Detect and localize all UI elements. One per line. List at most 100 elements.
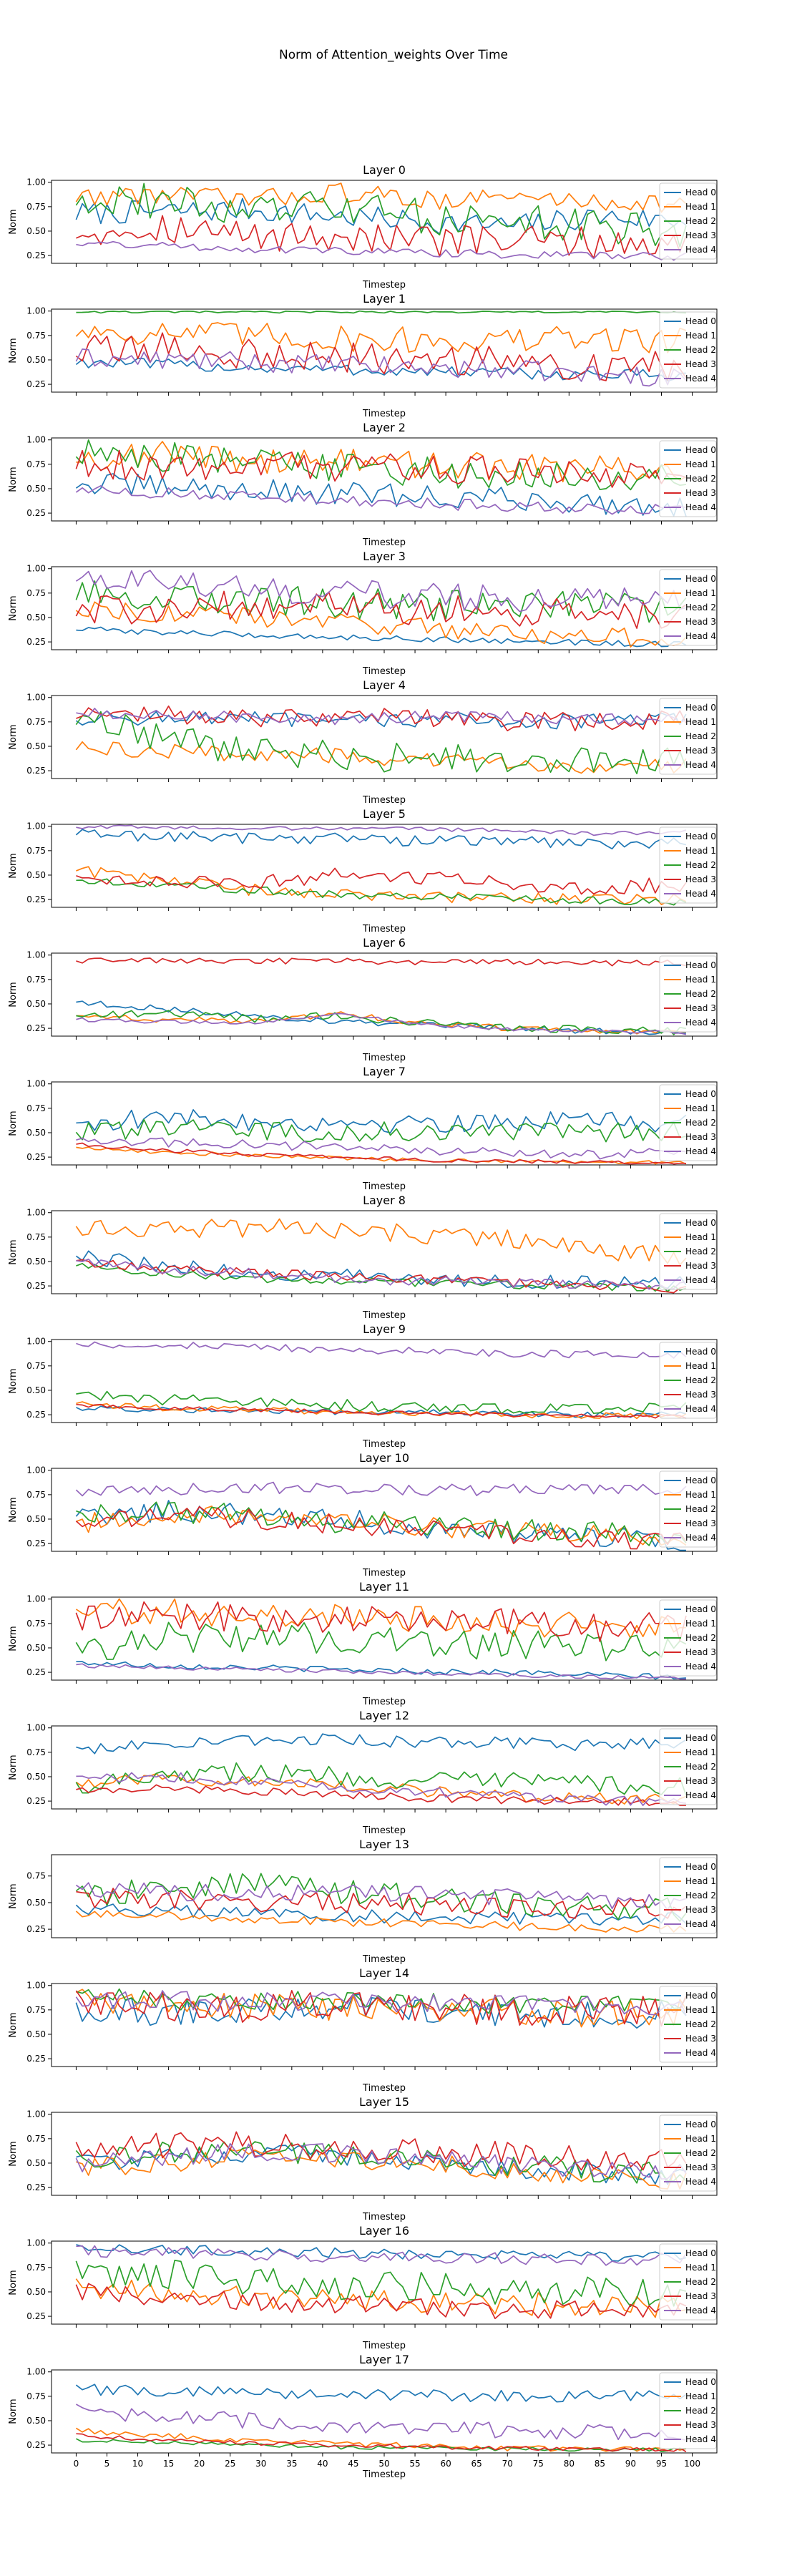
series-line-head-2 xyxy=(75,2260,687,2308)
legend-label: Head 0 xyxy=(685,187,716,197)
legend: Head 0 Head 1 Head 2 Head 3 Head 4 xyxy=(659,1599,717,1677)
series-line-head-3 xyxy=(75,1601,687,1642)
legend-label: Head 2 xyxy=(685,2148,716,2158)
y-tick-label: 0.25 xyxy=(26,637,46,647)
x-tick-label: 35 xyxy=(286,2459,297,2469)
y-tick-label: 0.25 xyxy=(26,1667,46,1677)
series-line-head-2 xyxy=(76,1010,687,1035)
series-line-head-2 xyxy=(76,1390,687,1415)
legend-label: Head 2 xyxy=(685,1762,716,1772)
x-tick-label: 80 xyxy=(564,2459,575,2469)
legend-box xyxy=(659,1213,717,1290)
subplot-title: Layer 17 xyxy=(359,2353,409,2366)
y-tick-label: 0.50 xyxy=(26,2416,46,2426)
subplot-layer-12: Layer 12 Norm Timestep 0.25 0.50 0.75 1.00 Head… xyxy=(8,1709,718,1836)
x-axis-label: Timestep xyxy=(362,2469,406,2480)
y-tick-label: 1.00 xyxy=(26,1465,46,1475)
y-tick-label: 0.50 xyxy=(26,1643,46,1653)
legend-label: Head 4 xyxy=(685,1018,716,1028)
y-tick-label: 0.25 xyxy=(26,2440,46,2450)
subplot-layer-15: Layer 15 Norm Timestep 0.25 0.50 0.75 1.00 Head… xyxy=(8,2095,718,2223)
y-tick-label: 0.50 xyxy=(26,1898,46,1908)
series-line-head-3 xyxy=(76,1784,686,1806)
legend: Head 0 Head 1 Head 2 Head 3 Head 4 xyxy=(659,698,717,775)
y-tick-label: 0.50 xyxy=(26,484,46,494)
y-tick-label: 0.25 xyxy=(26,1281,46,1291)
y-tick-label: 1.00 xyxy=(26,693,46,703)
series-line-head-2 xyxy=(75,1118,687,1143)
x-tick-label: 50 xyxy=(378,2459,389,2469)
legend: Head 0 Head 1 Head 2 Head 3 Head 4 xyxy=(659,2114,717,2192)
y-axis-label: Norm xyxy=(8,724,19,749)
x-axis-label: Timestep xyxy=(362,1439,406,1450)
legend-label: Head 2 xyxy=(685,731,716,741)
series-line-head-4 xyxy=(76,1772,687,1806)
subplot-title: Layer 10 xyxy=(359,1451,409,1465)
legend-box xyxy=(659,2114,717,2192)
series-line-head-0 xyxy=(76,626,687,648)
y-tick-label: 0.25 xyxy=(26,1796,46,1806)
legend-box xyxy=(659,1986,717,2063)
legend-label: Head 2 xyxy=(685,2406,716,2416)
legend-label: Head 3 xyxy=(685,617,716,627)
legend: Head 0 Head 1 Head 2 Head 3 Head 4 xyxy=(659,311,717,389)
y-tick-label: 0.75 xyxy=(26,717,46,727)
subplot-title: Layer 15 xyxy=(359,2095,409,2109)
x-tick-label: 45 xyxy=(348,2459,358,2469)
legend-label: Head 1 xyxy=(685,1232,716,1242)
legend-label: Head 1 xyxy=(685,846,716,856)
y-tick-label: 1.00 xyxy=(26,177,46,187)
legend-label: Head 0 xyxy=(685,1733,716,1743)
legend: Head 0 Head 1 Head 2 Head 3 Head 4 xyxy=(659,2372,717,2449)
x-axis-label: Timestep xyxy=(362,1825,406,1836)
series-line-head-2 xyxy=(75,182,687,248)
legend: Head 0 Head 1 Head 2 Head 3 Head 4 xyxy=(659,1084,717,1161)
x-tick-label: 40 xyxy=(317,2459,328,2469)
series-line-head-0 xyxy=(76,1733,687,1755)
legend: Head 0 Head 1 Head 2 Head 3 Head 4 xyxy=(659,955,717,1033)
series-line-head-3 xyxy=(76,1888,687,1919)
y-axis-label: Norm xyxy=(8,1497,19,1522)
legend-label: Head 2 xyxy=(685,989,716,999)
x-tick-label: 30 xyxy=(255,2459,266,2469)
y-tick-label: 0.75 xyxy=(26,588,46,598)
y-tick-label: 1.00 xyxy=(26,435,46,445)
legend: Head 0 Head 1 Head 2 Head 3 Head 4 xyxy=(659,182,717,260)
y-tick-label: 0.25 xyxy=(26,1538,46,1548)
y-tick-label: 0.50 xyxy=(26,1128,46,1138)
legend-label: Head 4 xyxy=(685,245,716,255)
y-tick-label: 0.25 xyxy=(26,2311,46,2321)
legend-label: Head 1 xyxy=(685,2134,716,2144)
legend: Head 0 Head 1 Head 2 Head 3 Head 4 xyxy=(659,2243,717,2321)
legend-label: Head 2 xyxy=(685,1504,716,1514)
legend-label: Head 1 xyxy=(685,1747,716,1757)
legend: Head 0 Head 1 Head 2 Head 3 Head 4 xyxy=(659,1986,717,2063)
x-tick-label: 85 xyxy=(595,2459,605,2469)
legend-label: Head 3 xyxy=(685,874,716,884)
y-tick-label: 0.50 xyxy=(26,226,46,236)
series-line-head-1 xyxy=(75,322,687,353)
series-line-head-1 xyxy=(75,1218,687,1266)
y-tick-label: 1.00 xyxy=(26,1981,46,1991)
legend-label: Head 0 xyxy=(685,2248,716,2258)
legend-label: Head 0 xyxy=(685,1475,716,1485)
legend-box xyxy=(659,440,717,517)
y-tick-label: 0.50 xyxy=(26,1514,46,1524)
y-tick-label: 1.00 xyxy=(26,2109,46,2119)
legend-box xyxy=(659,1084,717,1161)
subplot-title: Layer 6 xyxy=(363,936,406,950)
series-line-head-4 xyxy=(75,1481,687,1497)
series-line-head-1 xyxy=(75,1598,686,1639)
y-tick-label: 0.50 xyxy=(26,870,46,880)
legend-label: Head 3 xyxy=(685,1390,716,1400)
series-line-head-4 xyxy=(75,485,687,515)
series-line-head-4 xyxy=(76,1341,687,1359)
legend-label: Head 3 xyxy=(685,2420,716,2430)
x-axis-label: Timestep xyxy=(362,2212,406,2223)
y-tick-label: 0.25 xyxy=(26,894,46,904)
y-tick-label: 0.25 xyxy=(26,1924,46,1934)
legend-label: Head 4 xyxy=(685,2434,716,2444)
series-line-head-4 xyxy=(76,1137,687,1160)
series-line-head-0 xyxy=(75,1903,687,1926)
series-line-head-3 xyxy=(75,1990,687,2027)
